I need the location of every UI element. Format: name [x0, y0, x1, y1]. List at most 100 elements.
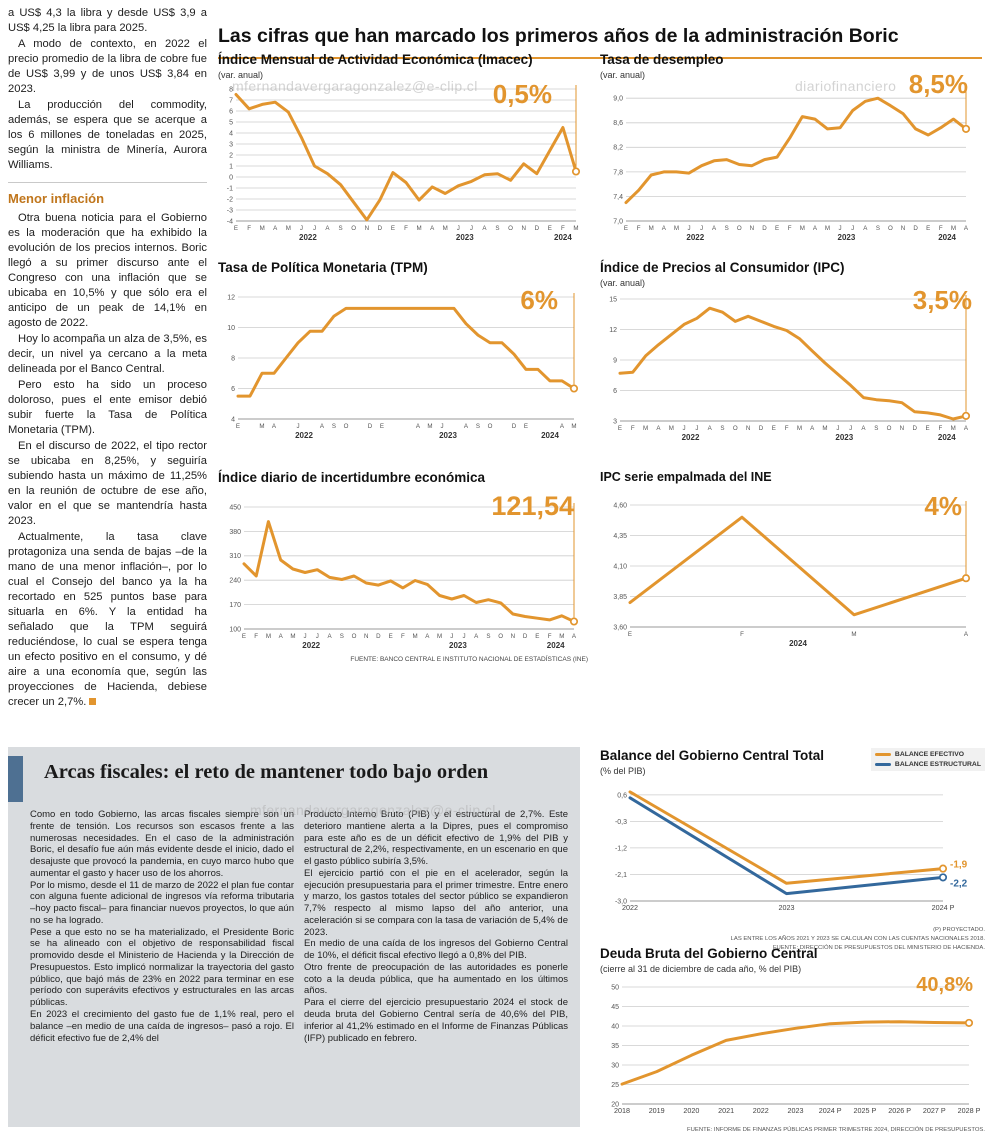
svg-text:7,8: 7,8: [613, 169, 623, 176]
svg-text:E: E: [391, 225, 395, 232]
svg-text:D: D: [378, 225, 383, 232]
svg-text:M: M: [825, 225, 830, 232]
fiscal-column-1: Como en todo Gobierno, las arcas fiscale…: [30, 809, 294, 1044]
svg-text:2024: 2024: [938, 433, 956, 442]
svg-text:F: F: [740, 631, 744, 638]
svg-text:2025 P: 2025 P: [854, 1106, 877, 1115]
svg-text:S: S: [332, 423, 336, 430]
chart-footnotes: (P) PROYECTADO. LAS ENTRE LOS AÑOS 2021 …: [600, 926, 985, 953]
svg-text:A: A: [863, 225, 868, 232]
left-article-column: a US$ 4,3 la libra y desde US$ 3,9 a US$…: [8, 6, 207, 711]
chart-title: Tasa de Política Monetaria (TPM): [218, 260, 428, 275]
svg-text:E: E: [926, 225, 930, 232]
svg-text:S: S: [874, 425, 878, 432]
svg-text:2019: 2019: [649, 1106, 665, 1115]
svg-text:A: A: [279, 633, 284, 640]
svg-text:6: 6: [613, 387, 617, 394]
svg-text:25: 25: [611, 1081, 619, 1088]
svg-text:7,4: 7,4: [613, 193, 623, 200]
svg-text:M: M: [437, 633, 442, 640]
svg-text:O: O: [498, 633, 503, 640]
ipc-callout: 3,5%: [912, 284, 972, 315]
svg-text:-2: -2: [227, 196, 233, 203]
chart-title: Índice diario de incertidumbre económica: [218, 470, 486, 485]
svg-text:D: D: [912, 425, 917, 432]
svg-text:3,85: 3,85: [613, 594, 627, 601]
svg-text:E: E: [772, 425, 776, 432]
svg-text:J: J: [836, 425, 839, 432]
svg-text:2022: 2022: [622, 903, 638, 912]
fiscal-title: Arcas fiscales: el reto de mantener todo…: [44, 761, 489, 783]
svg-text:N: N: [511, 633, 515, 640]
fiscal-paragraph: Como en todo Gobierno, las arcas fiscale…: [30, 809, 294, 879]
svg-text:J: J: [304, 633, 307, 640]
svg-text:8,2: 8,2: [613, 144, 623, 151]
svg-text:J: J: [313, 225, 316, 232]
svg-text:J: J: [457, 225, 460, 232]
svg-text:100: 100: [229, 626, 241, 633]
svg-text:M: M: [649, 225, 654, 232]
svg-text:A: A: [813, 225, 818, 232]
svg-text:M: M: [797, 425, 802, 432]
svg-text:D: D: [523, 633, 528, 640]
footnote: (P) PROYECTADO.: [933, 926, 985, 933]
svg-text:A: A: [320, 423, 325, 430]
svg-text:E: E: [775, 225, 779, 232]
deuda-callout: 40,8%: [916, 973, 973, 996]
svg-text:A: A: [708, 425, 713, 432]
svg-text:310: 310: [229, 553, 241, 560]
svg-text:2024: 2024: [547, 641, 565, 650]
chart-block-imacec: Índice Mensual de Actividad Económica (I…: [218, 52, 588, 248]
svg-text:6: 6: [231, 385, 235, 392]
svg-text:2023: 2023: [779, 903, 795, 912]
svg-text:A: A: [712, 225, 717, 232]
svg-text:A: A: [810, 425, 815, 432]
svg-text:-3,0: -3,0: [615, 898, 627, 905]
svg-text:2024: 2024: [554, 233, 572, 242]
watermark-email-bottom: mfernandavergaragonzalez@e-clip.cl: [250, 802, 496, 818]
svg-text:J: J: [316, 633, 319, 640]
svg-text:9: 9: [613, 357, 617, 364]
svg-text:40: 40: [611, 1023, 619, 1030]
svg-text:A: A: [328, 633, 333, 640]
svg-text:12: 12: [227, 294, 235, 301]
svg-text:1: 1: [229, 163, 233, 170]
svg-text:M: M: [427, 423, 432, 430]
svg-text:N: N: [365, 225, 369, 232]
article-paragraph: La producción del commodity, además, se …: [8, 99, 207, 171]
svg-text:2: 2: [229, 152, 233, 159]
article-paragraph: Actualmente, la tasa clave protagoniza u…: [8, 530, 207, 710]
legend-swatch-efectivo: [874, 753, 891, 756]
article-subhead: Menor inflación: [8, 182, 207, 207]
svg-text:M: M: [571, 423, 576, 430]
svg-text:A: A: [964, 631, 969, 638]
ipc-ine-callout: 4%: [924, 491, 962, 522]
fiscal-section: Arcas fiscales: el reto de mantener todo…: [8, 747, 580, 1127]
svg-text:2024 P: 2024 P: [932, 903, 955, 912]
svg-text:3: 3: [229, 141, 233, 148]
svg-text:-1,2: -1,2: [615, 845, 627, 852]
chart-block-ipc: Índice de Precios al Consumidor (IPC) (v…: [600, 260, 982, 448]
svg-text:D: D: [913, 225, 918, 232]
chart-title: Índice de Precios al Consumidor (IPC): [600, 260, 845, 275]
svg-text:2028 P: 2028 P: [958, 1106, 981, 1115]
svg-text:J: J: [700, 225, 703, 232]
svg-text:2022: 2022: [302, 641, 320, 650]
svg-text:4,60: 4,60: [613, 503, 627, 510]
svg-text:J: J: [462, 633, 465, 640]
svg-text:M: M: [669, 425, 674, 432]
svg-text:2021: 2021: [718, 1106, 734, 1115]
svg-text:2023: 2023: [439, 431, 457, 440]
svg-text:M: M: [443, 225, 448, 232]
svg-text:M: M: [674, 225, 679, 232]
fiscal-paragraph: Producto Interno Bruto (PIB) y el estruc…: [304, 809, 568, 868]
legend-label: BALANCE EFECTIVO: [894, 751, 965, 758]
article-paragraph: Pero esto ha sido un proceso doloroso, p…: [8, 379, 207, 437]
svg-text:E: E: [236, 423, 240, 430]
svg-text:A: A: [656, 425, 661, 432]
svg-text:30: 30: [611, 1062, 619, 1069]
desempleo-callout: 8,5%: [908, 68, 968, 99]
